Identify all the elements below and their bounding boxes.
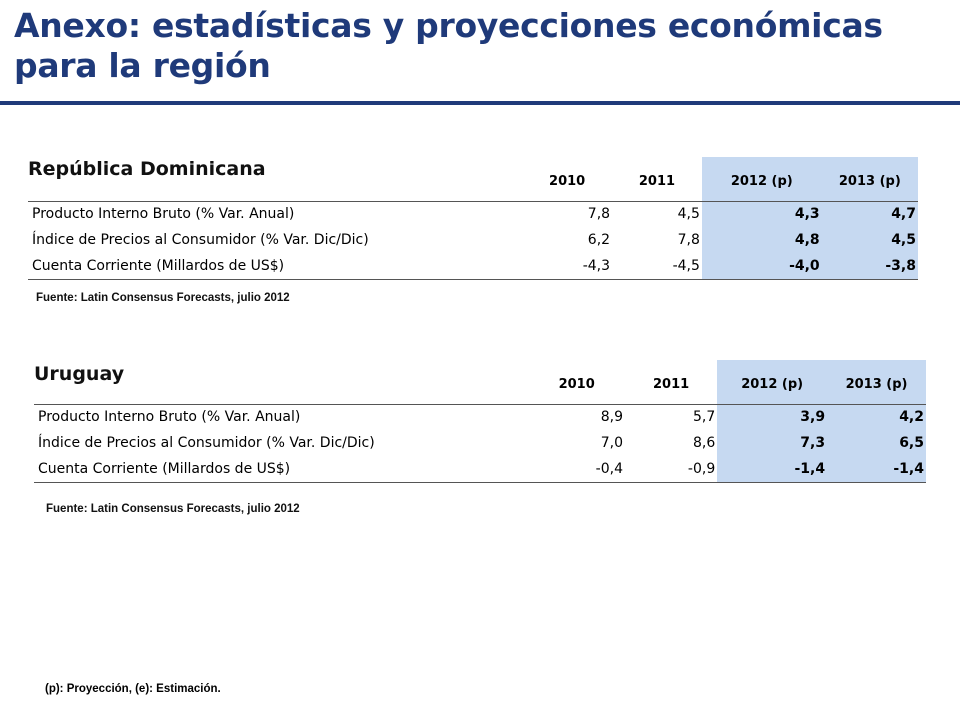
table-cell: -4,0 [701,253,822,280]
table-cell: 6,5 [827,430,926,456]
table-cell: 7,3 [717,430,828,456]
row-label: Producto Interno Bruto (% Var. Anual) [32,206,295,223]
table-cell: 4,5 [821,227,918,253]
table-cell: -3,8 [821,253,918,280]
table-header-row: 2010 2011 2012 (p) 2013 (p) [34,360,926,405]
table-cell: 4,2 [827,404,926,430]
table-cell: 4,7 [821,201,918,227]
table-cell: -1,4 [827,456,926,483]
table-row: Producto Interno Bruto (% Var. Anual) 7,… [28,201,918,227]
table-cell: -0,9 [624,456,718,483]
table-row: Índice de Precios al Consumidor (% Var. … [28,227,918,253]
source-note-republica-dominicana: Fuente: Latin Consensus Forecasts, julio… [36,292,290,304]
table-cell: 6,2 [587,232,611,248]
column-header: 2013 (p) [821,157,918,202]
table-cell: 4,3 [701,201,822,227]
table-uruguay: 2010 2011 2012 (p) 2013 (p) Producto Int… [34,360,926,483]
table-republica-dominicana: 2010 2011 2012 (p) 2013 (p) Producto Int… [28,157,918,280]
title-divider [0,101,960,105]
table-cell: 7,8 [677,232,700,248]
table-cell: -4,3 [522,253,613,280]
table-cell: 7,8 [587,206,611,223]
page-title: Anexo: estadísticas y proyecciones econó… [14,6,954,86]
table-cell: 8,9 [600,409,623,426]
table-cell: 4,5 [677,206,700,223]
column-header: 2013 (p) [827,360,926,405]
table-row: Cuenta Corriente (Millardos de US$) -4,3… [28,253,918,280]
column-header: 2012 (p) [717,360,828,405]
row-label: Cuenta Corriente (Millardos de US$) [28,253,523,280]
footnote: (p): Proyección, (e): Estimación. [45,683,221,695]
page-title-line-1: Anexo: estadísticas y proyecciones econó… [14,6,883,45]
column-header: 2010 [522,157,613,202]
column-header: 2012 (p) [701,157,822,202]
table-cell: 8,6 [692,435,716,451]
table-cell: 4,8 [701,227,822,253]
table-header-row: 2010 2011 2012 (p) 2013 (p) [28,157,918,202]
row-label: Índice de Precios al Consumidor (% Var. … [38,435,375,451]
column-header: 2011 [612,157,702,202]
table-cell: -4,5 [612,253,702,280]
table-row: Cuenta Corriente (Millardos de US$) -0,4… [34,456,926,483]
column-header: 2010 [528,360,625,405]
row-label: Cuenta Corriente (Millardos de US$) [34,456,529,483]
header-empty [34,360,529,405]
row-label: Índice de Precios al Consumidor (% Var. … [32,232,369,248]
table-row: Índice de Precios al Consumidor (% Var. … [34,430,926,456]
column-header: 2011 [624,360,718,405]
header-empty [28,157,523,202]
table-cell: 3,9 [717,404,828,430]
table-cell: 5,7 [692,409,716,426]
table-cell: -1,4 [717,456,828,483]
source-note-uruguay: Fuente: Latin Consensus Forecasts, julio… [46,503,300,515]
table-cell: -0,4 [528,456,625,483]
page-title-line-2: para la región [14,46,271,85]
table-row: Producto Interno Bruto (% Var. Anual) 8,… [34,404,926,430]
table-cell: 7,0 [600,435,623,451]
row-label: Producto Interno Bruto (% Var. Anual) [38,409,301,426]
